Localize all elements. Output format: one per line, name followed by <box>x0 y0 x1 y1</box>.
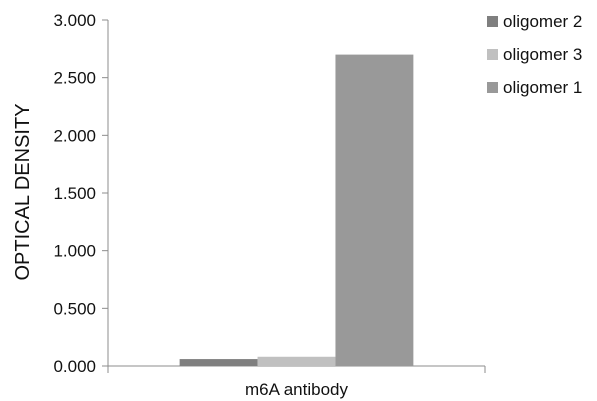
y-tick-label: 1.000 <box>53 242 96 261</box>
legend: oligomer 2 oligomer 3 oligomer 1 <box>487 12 582 97</box>
bar-oligomer-1 <box>335 54 414 366</box>
y-tick-label: 2.500 <box>53 69 96 88</box>
bar-oligomer-2 <box>179 359 258 366</box>
legend-label: oligomer 3 <box>503 45 582 64</box>
legend-label: oligomer 1 <box>503 78 582 97</box>
legend-swatch <box>487 49 498 60</box>
y-tick-label: 2.000 <box>53 126 96 145</box>
x-tick-label: m6A antibody <box>245 380 349 399</box>
bars <box>179 54 414 366</box>
bar-oligomer-3 <box>257 356 336 366</box>
legend-swatch <box>487 82 498 93</box>
legend-swatch <box>487 16 498 27</box>
y-tick-label: 3.000 <box>53 11 96 30</box>
y-tick-label: 1.500 <box>53 184 96 203</box>
y-tick-label: 0.000 <box>53 357 96 376</box>
legend-label: oligomer 2 <box>503 12 582 31</box>
y-axis-label: OPTICAL DENSITY <box>12 103 34 280</box>
y-tick-label: 0.500 <box>53 299 96 318</box>
y-axis: 0.000 0.500 1.000 1.500 2.000 2.500 3.000 <box>53 11 109 376</box>
x-axis: m6A antibody <box>107 365 486 399</box>
